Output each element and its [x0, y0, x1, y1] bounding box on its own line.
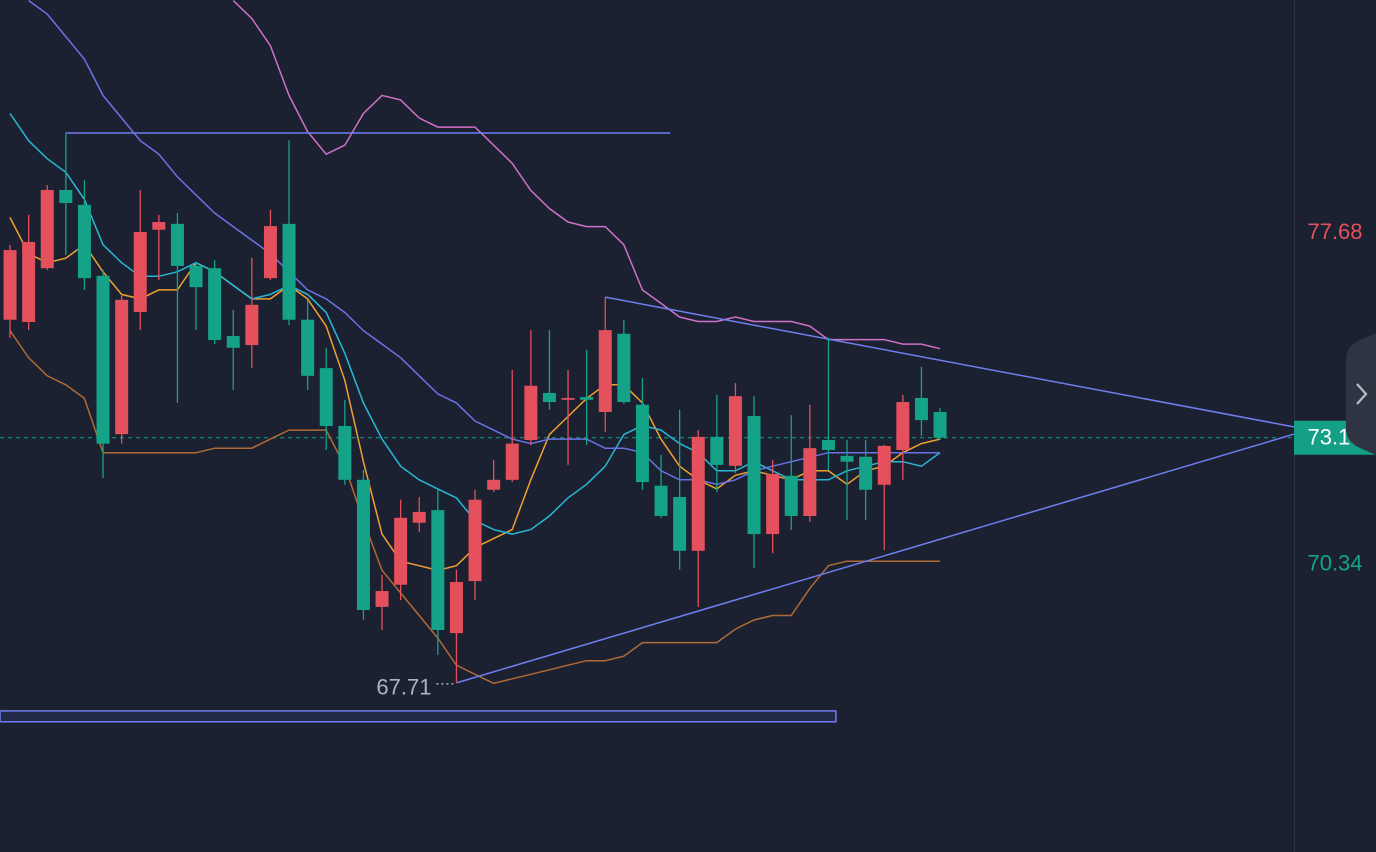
candle-body	[896, 402, 910, 450]
ma-line	[9, 330, 940, 685]
candle-body	[505, 443, 519, 480]
low-marker-label: 67.71	[376, 675, 431, 700]
candle-body	[487, 479, 501, 490]
candle-body	[524, 385, 538, 441]
candle-body	[152, 222, 166, 230]
candle-body	[77, 204, 91, 279]
candle-body	[301, 319, 315, 376]
plot-area: 67.71	[0, 0, 1294, 723]
side-tab[interactable]	[1346, 333, 1376, 455]
candle-body	[22, 241, 36, 322]
ma-line	[232, 0, 941, 350]
candle-body	[691, 436, 705, 551]
candle-body	[821, 440, 835, 450]
candle-body	[40, 189, 54, 269]
candle-body	[710, 436, 724, 465]
chevron-icon[interactable]	[1356, 383, 1368, 405]
zone	[0, 710, 837, 723]
candle-body	[766, 473, 780, 535]
candle-body	[673, 497, 687, 551]
candle-body	[356, 479, 370, 611]
candle-body	[859, 456, 873, 490]
candle-body	[394, 517, 408, 585]
candle-body	[803, 448, 817, 516]
candle-body	[877, 445, 891, 485]
candle-body	[449, 582, 463, 634]
candle-body	[189, 265, 203, 288]
candle-body	[319, 368, 333, 426]
price-label: 70.34	[1307, 551, 1362, 576]
trendline	[456, 433, 1294, 684]
ma-line	[28, 0, 940, 486]
candle-body	[96, 275, 110, 444]
candle-body	[840, 455, 854, 462]
candle-body	[133, 231, 147, 313]
candle-body	[728, 396, 742, 466]
candle-body	[747, 416, 761, 535]
candle-body	[263, 226, 277, 279]
candle-body	[914, 397, 928, 421]
price-label: 77.68	[1307, 219, 1362, 244]
candle-body	[784, 475, 798, 516]
candle-body	[635, 404, 649, 483]
candle-body	[933, 411, 947, 438]
candle-body	[3, 250, 17, 320]
trendline	[605, 296, 1294, 428]
candle-body	[654, 485, 668, 516]
candle-body	[468, 499, 482, 582]
candle-body	[542, 392, 556, 403]
candle-body	[412, 511, 426, 523]
side-tab-bg[interactable]	[1346, 333, 1376, 455]
candle-body	[375, 591, 389, 607]
candle-body	[115, 299, 129, 435]
candle-body	[59, 189, 73, 204]
candle-body	[208, 268, 222, 341]
candle-body	[580, 397, 594, 400]
candle-body	[338, 426, 352, 480]
candle-body	[245, 304, 259, 346]
candle-body	[170, 223, 184, 266]
candle-body	[617, 333, 631, 403]
candle-body	[282, 223, 296, 320]
candle-body	[561, 397, 575, 400]
candle-body	[431, 510, 445, 630]
candle-body	[226, 336, 240, 348]
candle-body	[598, 330, 612, 412]
